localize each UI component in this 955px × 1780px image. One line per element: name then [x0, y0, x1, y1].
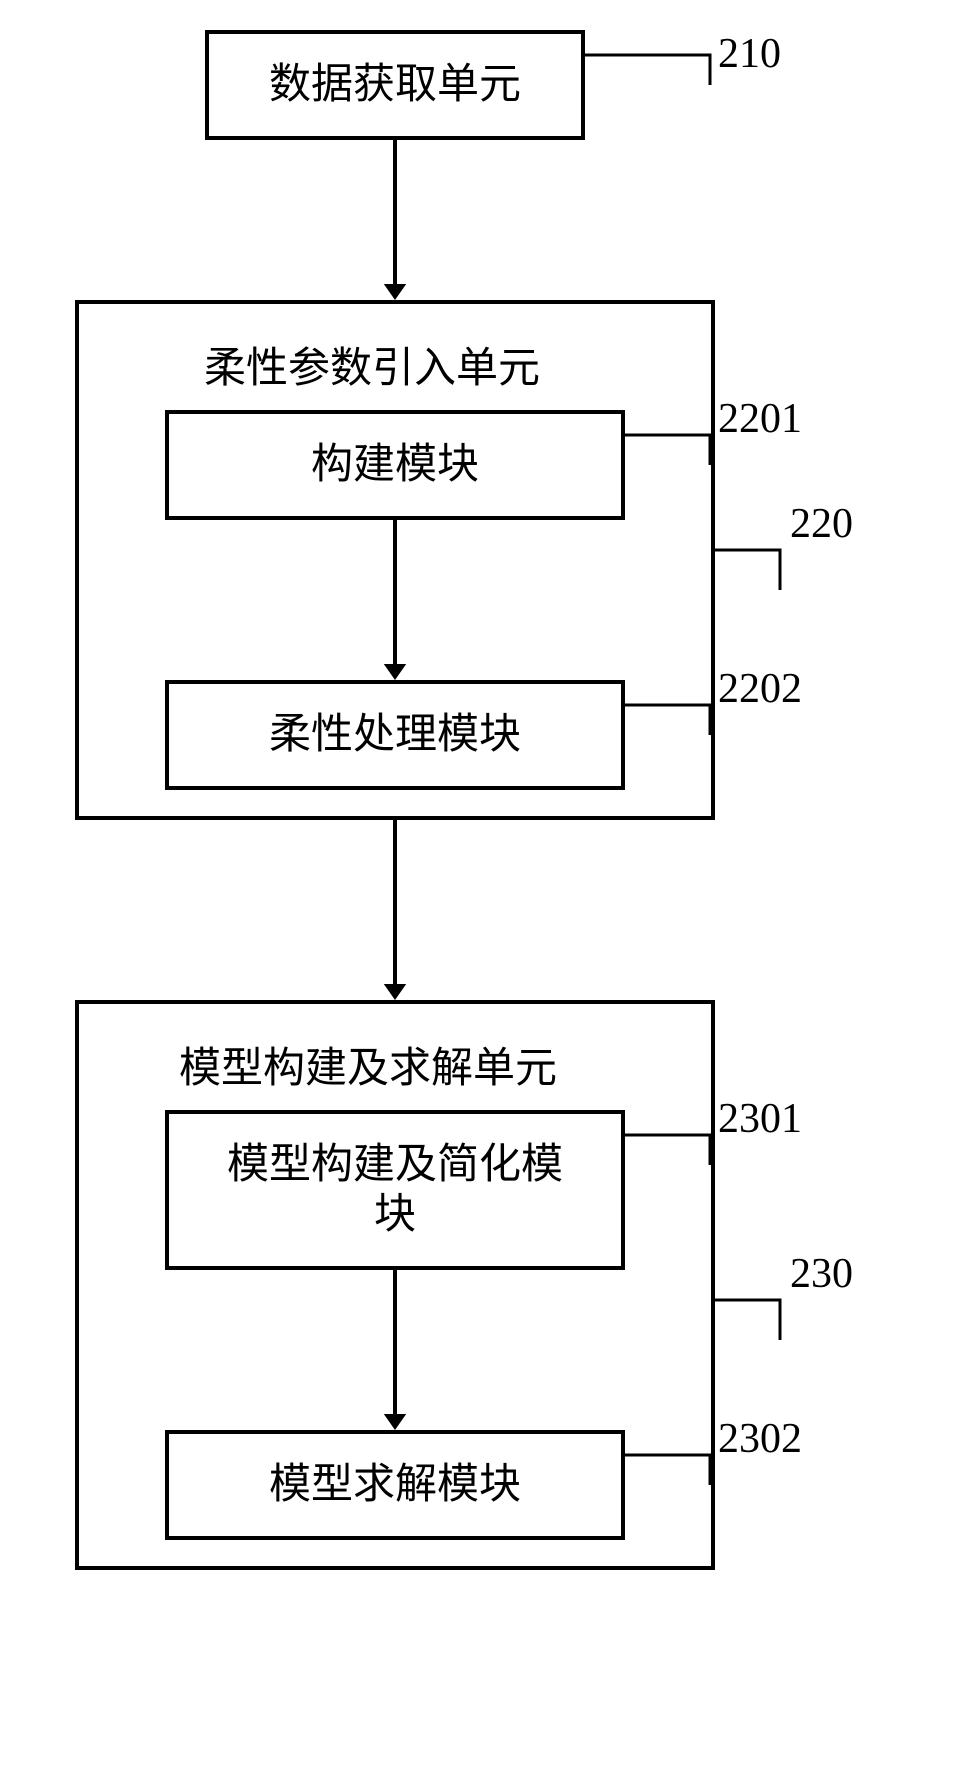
edge-arrow — [0, 0, 955, 1780]
